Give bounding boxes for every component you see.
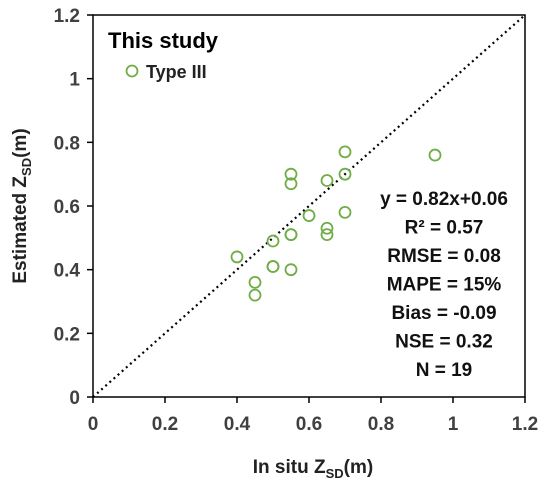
data-point [248,288,262,302]
x-axis-ticks: 0 0.2 0.4 0.6 0.8 1 1.2 [88,397,538,435]
y-axis-ticks: 0 0.2 0.4 0.6 0.8 1 1.2 [54,6,93,409]
legend-title: This study [108,28,219,53]
legend-entry-type-iii: Type III [146,62,207,82]
y-tick-label: 0.6 [54,197,80,218]
x-tick-label: 0.4 [224,414,251,435]
data-points [230,145,442,302]
legend-marker [125,64,139,78]
data-point [266,260,280,273]
data-point [230,250,244,264]
stat-line: MAPE = 15% [387,275,502,296]
data-point [338,205,352,219]
stat-line: Bias = -0.09 [391,303,496,324]
data-point [338,145,352,159]
y-tick-label: 0.4 [54,261,81,282]
data-point [248,275,262,289]
regression-stats: y = 0.82x+0.06 R² = 0.57 RMSE = 0.08 MAPE =… [380,189,508,381]
stat-line: NSE = 0.32 [395,332,493,353]
data-point [320,174,334,187]
stat-line: y = 0.82x+0.06 [380,189,508,210]
x-tick-label: 0.2 [152,414,178,435]
data-point [284,167,298,181]
x-tick-label: 0 [88,414,99,435]
x-tick-label: 1 [448,414,459,435]
x-axis-title: In situ ZSD(m) [253,457,373,481]
data-point [320,221,334,235]
x-tick-label: 1.2 [512,414,538,435]
y-tick-label: 0.8 [54,133,80,154]
data-point [284,228,298,242]
data-point [320,228,334,242]
data-point [266,234,280,248]
data-point [284,263,298,277]
legend: This study Type III [108,28,219,82]
stat-line: N = 19 [416,360,473,381]
y-tick-label: 0.2 [54,324,80,345]
plot-frame [92,14,526,398]
y-tick-label: 0 [69,388,80,409]
y-tick-label: 1.2 [54,6,80,27]
data-point [428,148,442,162]
stat-line: R² = 0.57 [405,218,484,239]
x-tick-label: 0.6 [296,414,322,435]
data-point [302,209,316,222]
y-axis-title: Estimated ZSD(m) [10,128,34,283]
x-tick-label: 0.8 [368,414,394,435]
stat-line: RMSE = 0.08 [387,246,501,267]
y-tick-label: 1 [69,70,80,91]
data-point [284,177,298,191]
data-point [338,167,352,181]
